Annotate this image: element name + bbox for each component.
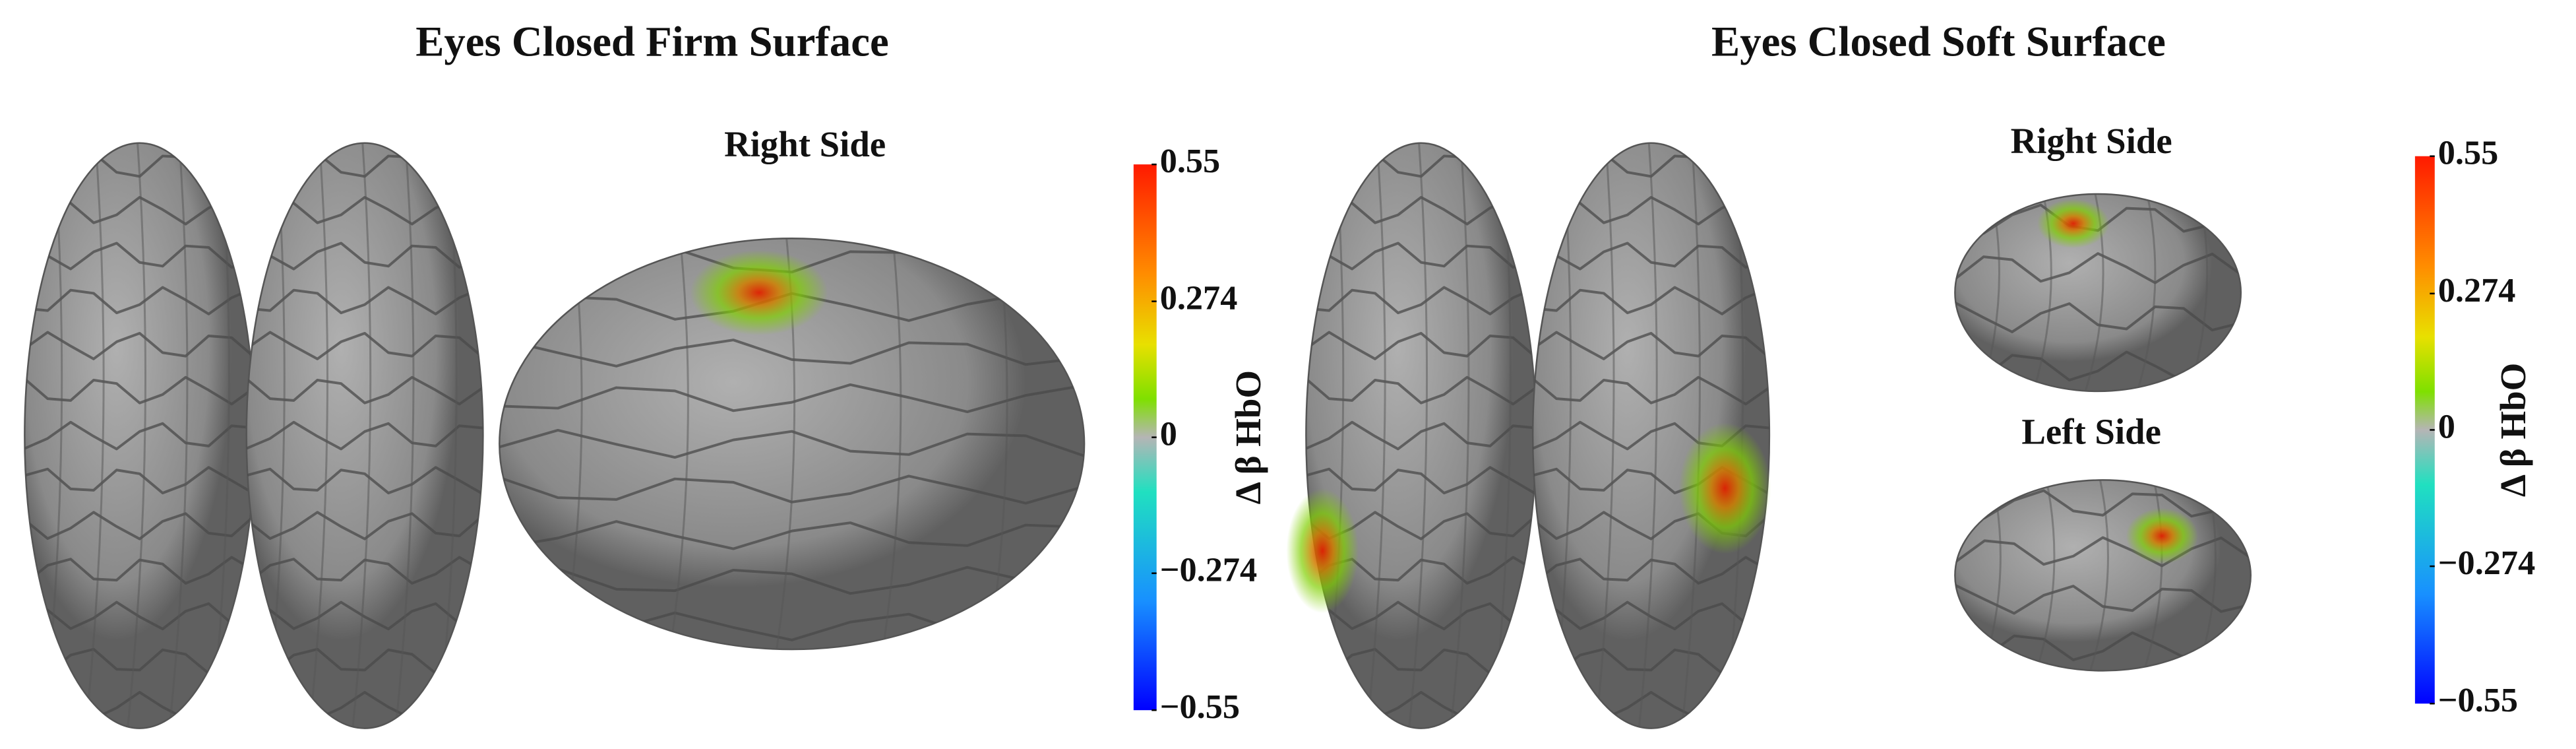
sulcus (499, 428, 1085, 459)
colorbar-tick-label: −0.55 (2438, 681, 2518, 719)
sulcus (24, 241, 255, 271)
sulcus (2136, 193, 2157, 391)
sulcus (168, 143, 189, 729)
colorbar-tick-label: −0.55 (1160, 688, 1240, 726)
sulcus (246, 466, 483, 496)
sulcus (2035, 480, 2056, 671)
sulcus (499, 566, 1085, 596)
colorbar-tick-label: 0.55 (1160, 142, 1221, 180)
sulcus (1306, 286, 1537, 315)
sulcus (1533, 241, 1769, 271)
colorbar-tick-label: −0.274 (2438, 544, 2535, 582)
sulcus (246, 241, 483, 271)
brain (245, 142, 484, 729)
sulcus (2089, 480, 2109, 671)
view-label: Left Side (2021, 412, 2161, 452)
sulcus (1408, 143, 1428, 729)
sulcus (24, 420, 255, 451)
sulcus (1638, 143, 1658, 729)
sulcus (246, 375, 483, 406)
sulcus (499, 337, 1085, 368)
sulci (24, 143, 255, 729)
sulcus (882, 238, 902, 650)
panel-title: Eyes Closed Soft Surface (1711, 18, 2166, 66)
sulcus (1306, 375, 1537, 406)
sulcus (246, 331, 483, 360)
sulcus (24, 331, 255, 360)
sulcus (1955, 583, 2251, 615)
sulcus (246, 601, 483, 631)
sulcus (24, 286, 255, 315)
colorbar-label: Δ β HbO (1228, 370, 1268, 504)
sulcus (1955, 301, 2241, 333)
brain (1286, 142, 1537, 729)
colorbar-label: Δ β HbO (2493, 363, 2533, 497)
sulcus (309, 143, 328, 729)
sulcus (1306, 601, 1537, 631)
sulcus (1306, 466, 1537, 496)
sulcus (394, 143, 415, 729)
sulcus (127, 143, 147, 729)
brain-surface (499, 237, 1086, 651)
sulcus (1533, 375, 1769, 406)
sulcus (246, 286, 483, 315)
sulcus (1450, 143, 1470, 729)
activation (1286, 488, 1359, 614)
sulcus (24, 601, 255, 631)
sulcus (1533, 286, 1769, 315)
colorbar-tick-label: 0.55 (2438, 134, 2499, 172)
sulcus (499, 383, 1085, 414)
sulcus (246, 511, 483, 540)
colorbar-tick-label: 0.274 (2438, 271, 2516, 309)
activation (1678, 422, 1771, 554)
brain (499, 237, 1086, 651)
brain-surface (245, 142, 484, 729)
sulcus (352, 143, 372, 729)
brain (1531, 142, 1771, 729)
sulcus (2143, 480, 2163, 671)
colorbar-tick-label: −0.274 (1160, 551, 1257, 589)
colorbar-tick-label: 0 (1160, 415, 1177, 453)
brain-surface (1531, 142, 1771, 729)
activation (2037, 199, 2110, 249)
sulcus (24, 466, 255, 496)
sulcus (1533, 601, 1769, 631)
sulcus (1306, 331, 1537, 360)
colorbar-tick-label: 0 (2438, 407, 2455, 445)
sulcus (1366, 143, 1386, 729)
activation (690, 249, 828, 336)
sulcus (24, 375, 255, 406)
sulcus (669, 238, 689, 650)
sulcus (1595, 143, 1615, 729)
sulcus (499, 520, 1085, 550)
view-label: Right Side (2011, 121, 2172, 161)
sulcus (1533, 331, 1769, 360)
sulcus (246, 420, 483, 451)
brain (1954, 193, 2242, 393)
sulcus (1955, 536, 2251, 568)
panel-title: Eyes Closed Firm Surface (415, 18, 889, 66)
sulcus (84, 143, 105, 729)
view-label: Right Side (724, 124, 886, 164)
sulcus (1955, 488, 2251, 519)
brain (1954, 479, 2252, 672)
brain-surface (1954, 193, 2242, 393)
sulcus (1306, 241, 1537, 271)
activation (2126, 507, 2199, 564)
sulcus (1306, 420, 1537, 451)
colorbar-tick-label: 0.274 (1160, 279, 1238, 317)
sulcus (24, 511, 255, 540)
sulcus (1955, 252, 2241, 284)
